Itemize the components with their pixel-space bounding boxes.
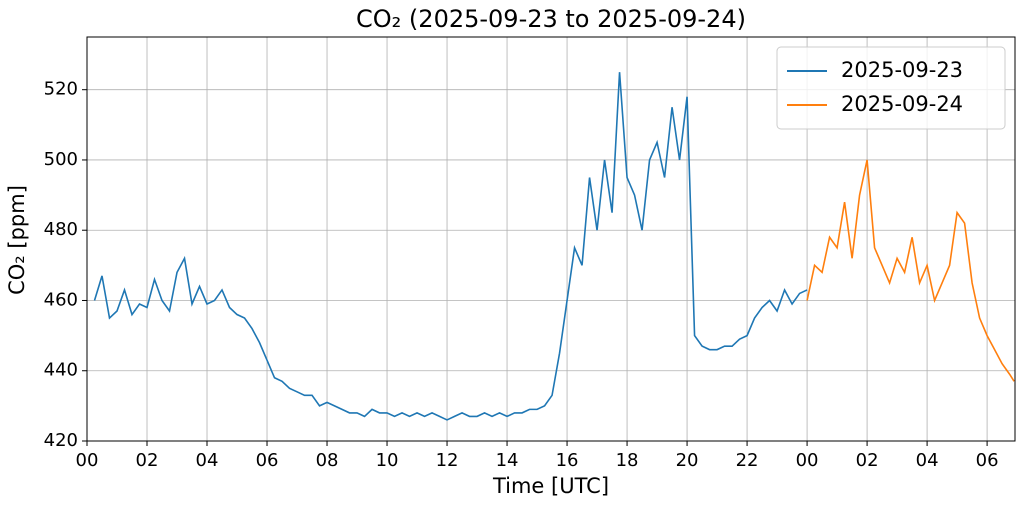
lines [93,72,1015,421]
data-line [806,159,1015,382]
plot-frame [86,36,1016,442]
y-tick-label: 500 [44,149,78,170]
x-tick-label: 02 [856,450,879,471]
x-tick-label: 22 [736,450,759,471]
x-tick-label: 18 [616,450,639,471]
y-tick-label: 480 [44,219,78,240]
x-tick-label: 08 [316,450,339,471]
x-tick-label: 02 [136,450,159,471]
x-tick-label: 00 [796,450,819,471]
x-tick-label: 04 [196,450,219,471]
legend-label: 2025-09-24 [841,92,963,116]
x-tick-label: 16 [556,450,579,471]
ticks: 00 02 04 06 08 10 12 14 16 18 20 22 00 02 04 06 420 440 46… [44,79,999,471]
legend-box [776,46,1006,130]
x-tick-label: 12 [436,450,459,471]
x-tick-label: 10 [376,450,399,471]
y-tick-label: 460 [44,289,78,310]
chart-title: CO₂ (2025-09-23 to 2025-09-24) [356,5,746,33]
x-tick-label: 04 [916,450,939,471]
y-axis-label: CO₂ [ppm] [5,185,29,295]
x-tick-label: 20 [676,450,699,471]
y-tick-label: 420 [44,430,78,451]
data-line [93,72,808,421]
legend: 2025-09-23 2025-09-24 [776,46,1006,130]
x-tick-label: 06 [256,450,279,471]
legend-label: 2025-09-23 [841,58,963,82]
x-tick-label: 00 [76,450,99,471]
y-tick-label: 520 [44,79,78,100]
y-tick-label: 440 [44,360,78,381]
x-axis-label: Time [UTC] [492,474,609,498]
x-tick-label: 06 [976,450,999,471]
x-tick-label: 14 [496,450,519,471]
